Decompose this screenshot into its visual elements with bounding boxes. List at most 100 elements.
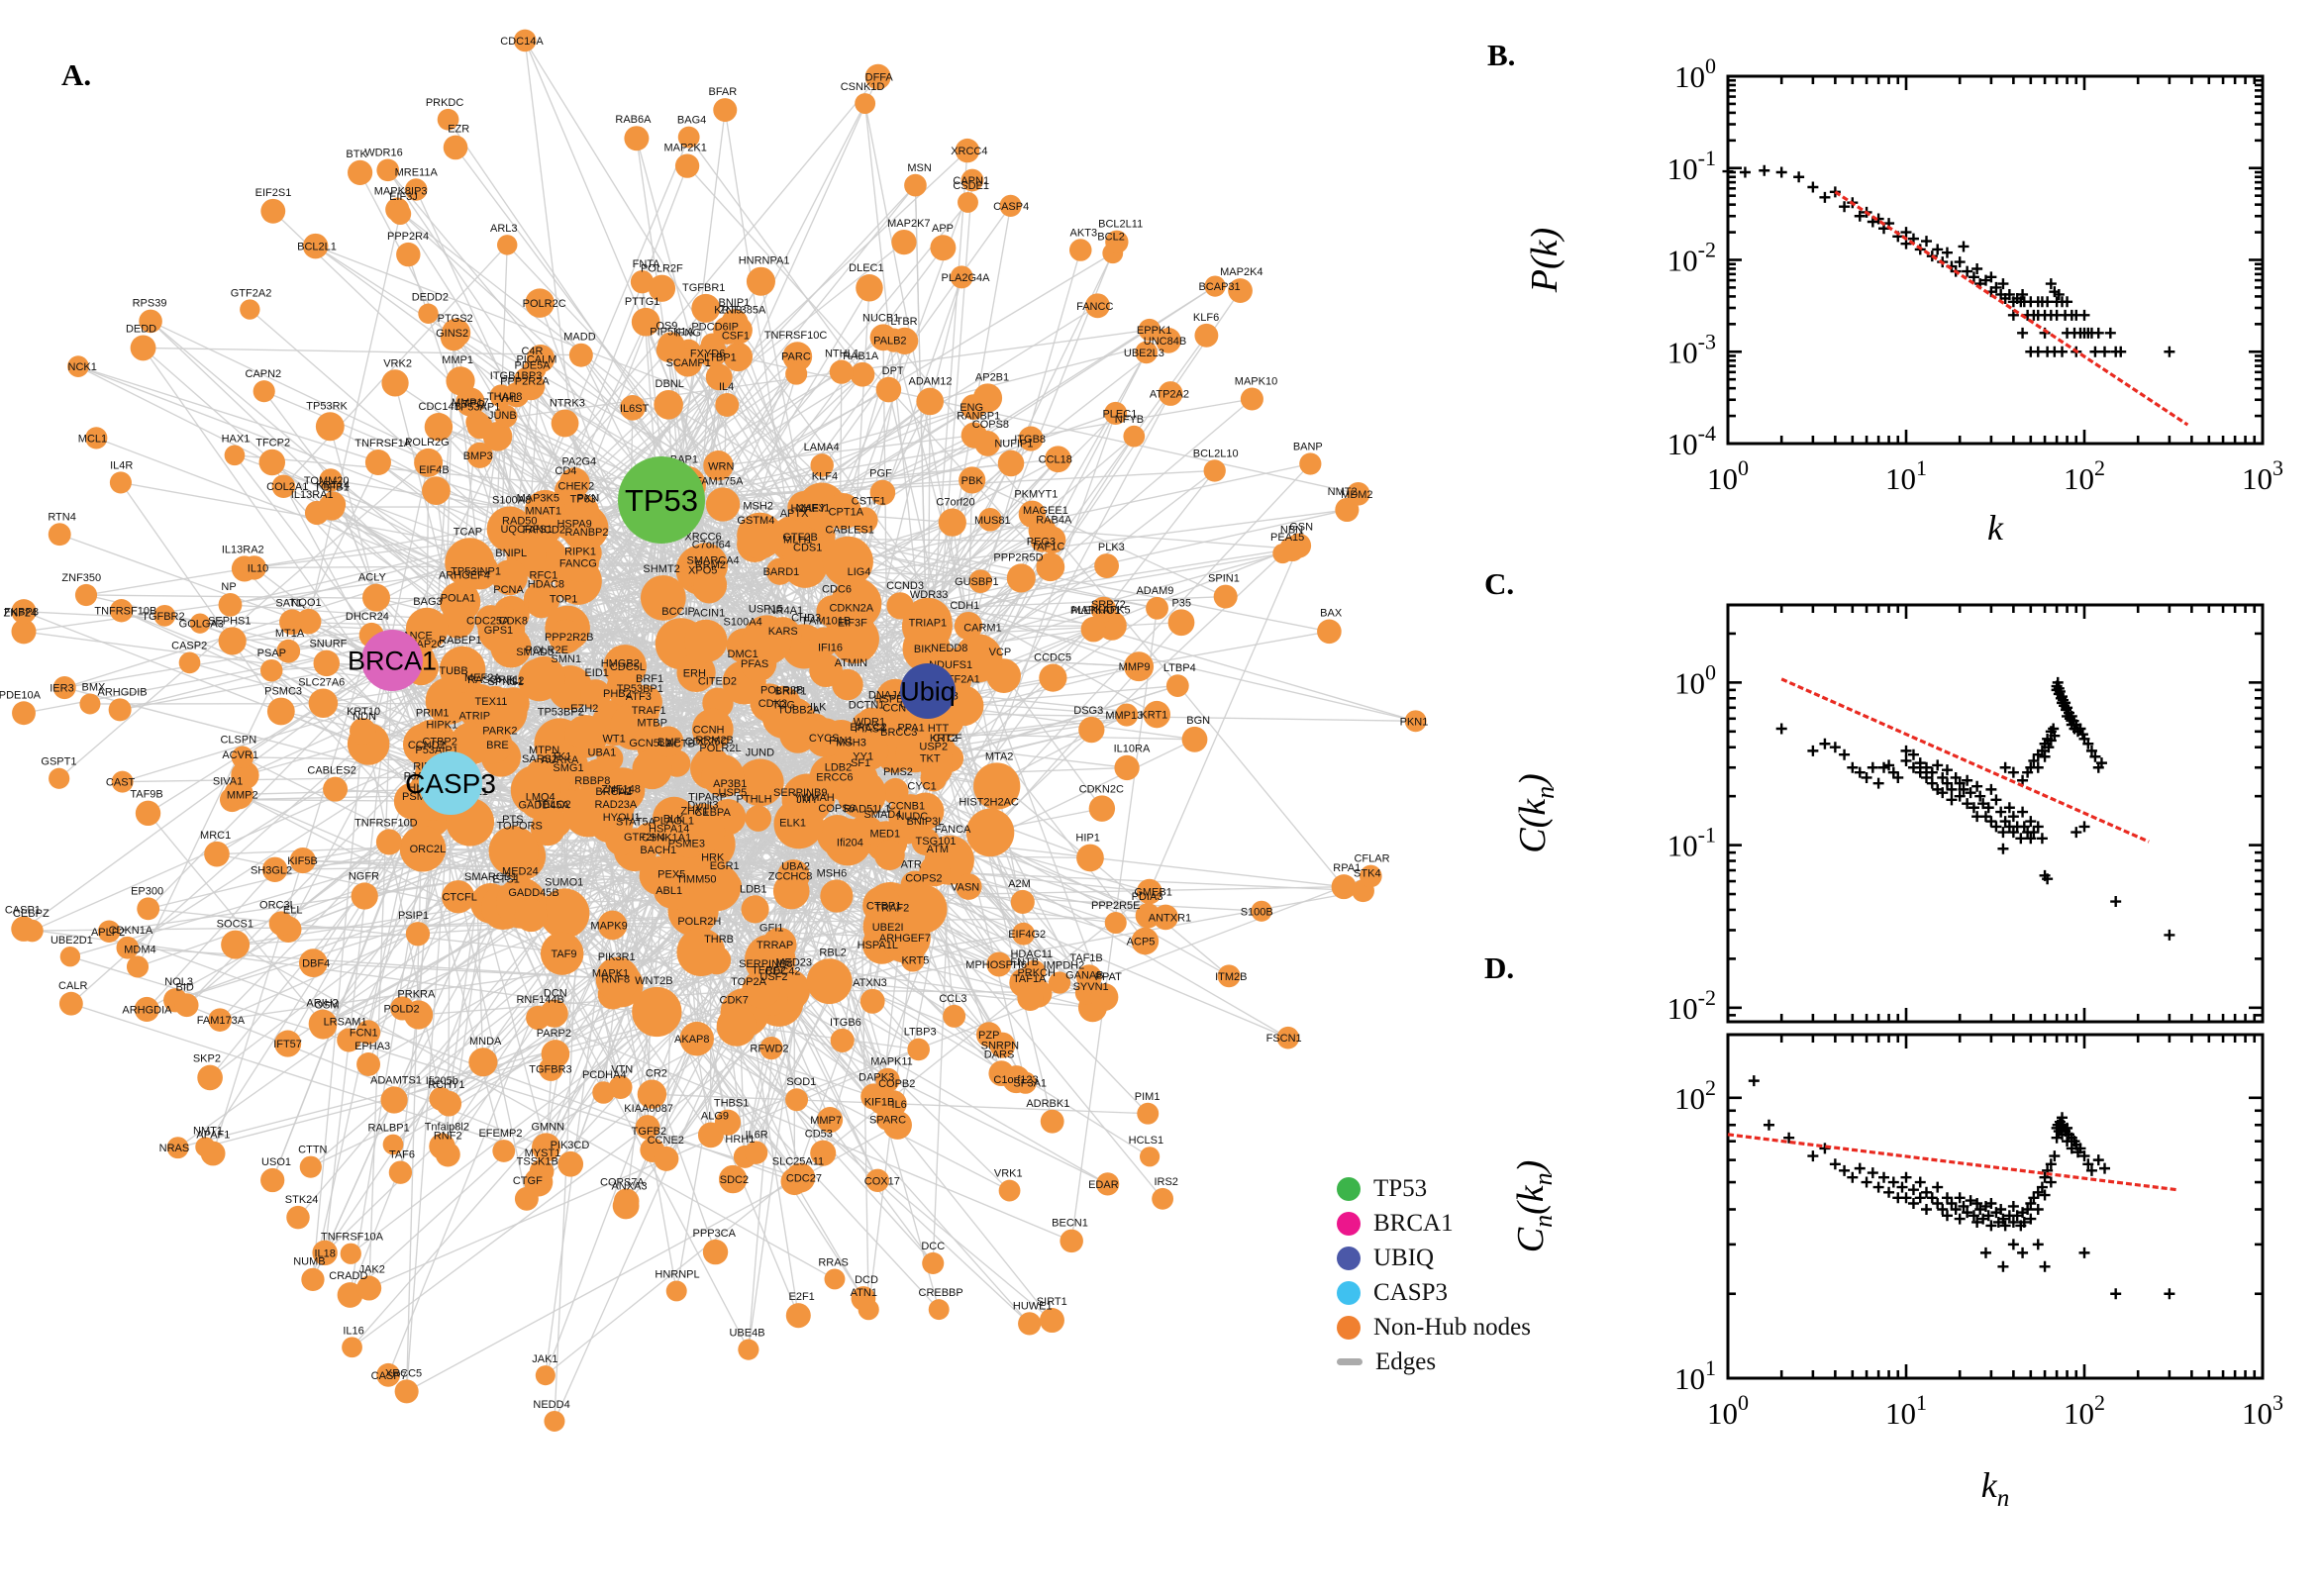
network-node	[1076, 844, 1104, 872]
network-node	[759, 1036, 783, 1060]
legend-item-non-hub-nodes: Non-Hub nodes	[1337, 1310, 1531, 1345]
network-node	[224, 445, 246, 466]
network-node-label: EZH2	[570, 703, 598, 715]
network-node	[496, 235, 518, 255]
network-node-label: GSTM4	[737, 515, 774, 527]
fit-line	[1780, 677, 2150, 844]
network-node	[299, 1155, 322, 1178]
network-node-label: HSPA9	[556, 519, 591, 531]
network-node	[139, 309, 162, 334]
node-swatch-icon	[1337, 1246, 1361, 1270]
network-node	[824, 1268, 846, 1290]
network-node	[741, 895, 769, 924]
network-node-label: ETS1	[492, 873, 520, 885]
network-node	[1137, 1102, 1160, 1125]
network-node	[424, 413, 454, 442]
network-node-label: TOP2A	[731, 976, 767, 988]
network-node	[746, 266, 775, 296]
network-node	[298, 948, 328, 978]
network-node	[422, 476, 451, 506]
network-node	[1213, 584, 1238, 609]
network-node	[705, 487, 741, 522]
network-node	[1139, 1147, 1161, 1167]
network-node-label: THRB	[704, 934, 734, 946]
network-node-label: CTCFL	[442, 892, 476, 904]
network-node-label: ACTB	[666, 739, 695, 750]
network-node	[356, 1275, 382, 1301]
tick-label: 10-2	[1667, 985, 1716, 1026]
network-node	[204, 841, 230, 867]
network-node	[1167, 609, 1195, 637]
network-node	[274, 1030, 302, 1057]
network-node	[355, 1020, 381, 1045]
network-node	[396, 242, 421, 267]
network-node	[630, 270, 655, 294]
network-node	[620, 395, 646, 421]
network-node	[134, 996, 159, 1023]
network-node	[323, 776, 349, 802]
network-node-label: GFI1	[759, 923, 783, 935]
network-node	[337, 1282, 363, 1308]
network-node-label: TIMM50	[676, 873, 716, 885]
network-node-label: HMGB2	[601, 658, 640, 670]
network-node-label: FLI1	[611, 785, 633, 797]
network-node	[998, 1179, 1021, 1202]
network-node	[683, 811, 726, 853]
network-node	[488, 826, 540, 876]
network-node	[524, 489, 566, 532]
network-node	[580, 679, 611, 710]
network-node-label: JUND	[746, 747, 774, 758]
legend-item-brca1: BRCA1	[1337, 1206, 1531, 1241]
network-node	[260, 1167, 285, 1193]
network-node	[724, 316, 753, 345]
legend-item-label: Edges	[1375, 1348, 1437, 1375]
tick-label: 101	[1885, 455, 1927, 496]
network-node	[1095, 1172, 1120, 1196]
axis-ticks	[1728, 1035, 2263, 1378]
network-node	[286, 1205, 310, 1230]
network-node	[560, 544, 600, 582]
legend-item-ubiq: UBIQ	[1337, 1241, 1531, 1275]
network-node	[11, 916, 37, 942]
tick-label: 10-1	[1667, 146, 1716, 186]
tick-label: 10-1	[1667, 823, 1716, 863]
network-node	[742, 969, 780, 1009]
network-node	[1299, 452, 1322, 475]
network-node-label: JMY	[796, 794, 819, 806]
legend-item-label: UBIQ	[1373, 1245, 1435, 1271]
network-node	[888, 794, 933, 839]
network-node	[869, 479, 896, 506]
network-node	[541, 1040, 570, 1068]
network-node-label: CDH1	[950, 600, 979, 612]
network-node	[11, 619, 37, 645]
network-node	[399, 825, 447, 872]
network-node-label: PSME3	[668, 839, 705, 850]
network-node-label: YY1	[853, 751, 873, 763]
network-node	[1276, 1026, 1300, 1049]
network-node-label: CTCF	[933, 733, 962, 745]
network-node-label: MEF2A	[464, 672, 501, 684]
tick-label: 100	[1674, 659, 1716, 700]
network-node-label: YWHAH	[794, 792, 835, 804]
network-node-label: CHD3	[791, 612, 821, 624]
network-node	[624, 126, 650, 151]
network-node	[527, 590, 556, 619]
network-node-label: SUMO1	[545, 876, 583, 888]
network-node	[135, 800, 161, 827]
network-node	[922, 1251, 945, 1274]
network-node	[376, 1362, 401, 1387]
network-node-label: TRAF2	[874, 903, 909, 915]
network-node-label: RRM2	[695, 559, 726, 571]
network-node	[514, 899, 548, 933]
network-node-label: TELO2	[537, 799, 571, 811]
network-node-label: ATR	[901, 859, 922, 871]
network-node-label: HTT	[928, 723, 950, 735]
network-node-label: CDKN2A	[829, 603, 873, 615]
network-node-label: ILK	[810, 701, 827, 713]
network-node	[289, 847, 316, 874]
network-node-label: STAT5A	[616, 816, 656, 828]
panel-c-label: C.	[1484, 566, 1515, 601]
network-node	[97, 920, 121, 944]
network-node	[830, 614, 879, 664]
network-node	[231, 760, 259, 790]
